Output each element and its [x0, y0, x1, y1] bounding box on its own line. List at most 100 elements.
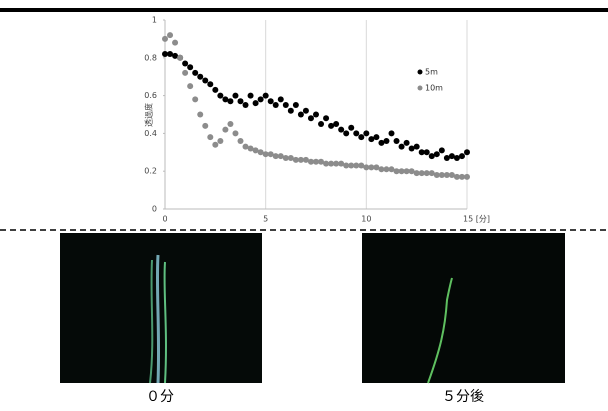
point [197, 73, 204, 80]
point [353, 130, 360, 137]
point [222, 126, 229, 133]
point [252, 147, 259, 154]
point [307, 115, 314, 122]
point [297, 156, 304, 163]
point [363, 164, 370, 171]
point [353, 162, 360, 169]
y-tick-label: 0.4 [144, 129, 157, 138]
point [428, 153, 435, 160]
point [423, 149, 430, 156]
point [167, 51, 174, 58]
point [292, 102, 299, 109]
point [338, 126, 345, 133]
point [202, 77, 209, 84]
legend-marker [417, 85, 423, 91]
point [162, 51, 168, 58]
point [358, 162, 365, 169]
photo-right [362, 233, 565, 384]
point [363, 130, 370, 137]
legend-marker [417, 69, 423, 75]
x-tick-label: 10 [361, 215, 371, 224]
point [252, 100, 259, 107]
point [348, 124, 355, 131]
point [272, 102, 279, 109]
point [453, 173, 460, 180]
point [282, 102, 289, 109]
caption: ５分後 [442, 389, 484, 405]
point [423, 170, 430, 177]
point [257, 149, 264, 156]
point [358, 134, 365, 141]
point [262, 92, 269, 99]
y-tick-label: 0.6 [144, 91, 157, 100]
point [338, 160, 345, 167]
point [403, 168, 410, 175]
point [318, 158, 325, 165]
point [172, 39, 179, 46]
point [262, 151, 269, 158]
point [202, 122, 209, 129]
point [222, 96, 229, 103]
point [333, 160, 340, 167]
point [227, 98, 234, 105]
point [448, 153, 455, 160]
point [287, 154, 294, 161]
point [217, 92, 224, 99]
point [212, 141, 219, 148]
point [242, 102, 249, 109]
point [313, 158, 319, 165]
caption: ０分 [146, 389, 174, 405]
point [383, 166, 390, 173]
point [192, 69, 199, 76]
point [373, 164, 380, 171]
x-tick-label: 0 [162, 215, 167, 224]
y-axis-label: 透過度 [144, 103, 154, 127]
point [207, 81, 214, 88]
point [297, 111, 304, 118]
point [267, 98, 274, 105]
point [172, 52, 179, 59]
point [287, 107, 294, 114]
point [257, 96, 264, 103]
point [458, 173, 465, 180]
point [368, 164, 375, 171]
point [438, 171, 445, 178]
point [383, 137, 390, 144]
point [192, 96, 199, 103]
point [368, 136, 375, 143]
point [378, 139, 385, 146]
point [277, 153, 284, 160]
point [227, 120, 234, 127]
point [443, 171, 450, 178]
point [307, 158, 314, 165]
point [282, 154, 289, 161]
y-tick-label: 0.8 [144, 53, 157, 62]
top-rule [0, 8, 608, 12]
point [242, 143, 249, 150]
point [302, 156, 309, 163]
point [464, 173, 470, 180]
legend-label: 10m [425, 84, 443, 93]
point [328, 122, 335, 129]
point [398, 168, 405, 175]
point [373, 134, 380, 141]
point [393, 137, 400, 144]
point [443, 154, 450, 161]
point [187, 83, 194, 90]
point [458, 153, 465, 160]
point [413, 143, 420, 150]
point [438, 147, 445, 154]
point [433, 151, 440, 158]
point [272, 153, 279, 160]
y-tick-label: 1 [152, 16, 157, 25]
point [237, 98, 244, 105]
x-tick-label: 15 [分] [463, 215, 490, 224]
point [217, 137, 224, 144]
point [388, 130, 395, 137]
point [348, 162, 355, 169]
point [323, 115, 330, 122]
point [413, 170, 420, 177]
point [378, 166, 385, 173]
point [247, 145, 254, 152]
point [388, 166, 395, 173]
